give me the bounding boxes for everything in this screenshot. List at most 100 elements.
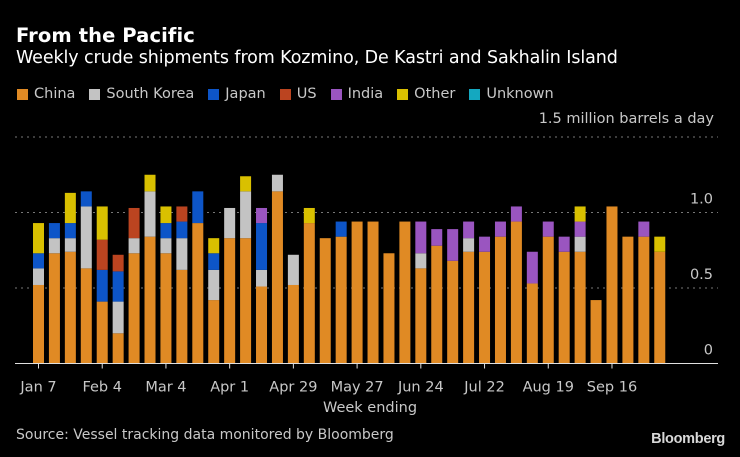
bar-segment-china [590, 300, 602, 364]
bar-segment-china [80, 268, 92, 364]
bar-segment-south-korea [160, 238, 172, 254]
bar-segment-japan [192, 191, 204, 224]
legend-item-us: US [279, 86, 317, 102]
bar-segment-south-korea [128, 238, 140, 254]
legend: China South Korea Japan US India Other Unknown [17, 86, 568, 102]
bar-stack [463, 221, 475, 364]
x-tick-label: Feb 4 [82, 380, 122, 396]
bar-segment-china [510, 221, 522, 364]
bar-stack [558, 236, 570, 364]
bar-segment-india [526, 251, 538, 284]
bar-segment-japan [96, 269, 108, 302]
bar-segment-china [351, 221, 363, 364]
bar-segment-other [240, 176, 252, 192]
bar-segment-japan [64, 223, 76, 239]
bar-segment-china [128, 253, 140, 364]
legend-label: US [296, 86, 317, 102]
bar-stack [574, 206, 586, 364]
bar-segment-china [383, 253, 395, 364]
bar-stack [638, 221, 650, 364]
bar-segment-south-korea [256, 269, 268, 287]
bar-segment-india [463, 221, 475, 239]
bar-segment-china [542, 236, 554, 364]
legend-label: South Korea [106, 86, 195, 102]
bar-segment-china [112, 333, 124, 364]
bar-segment-china [479, 251, 491, 364]
bar-segment-other [160, 206, 172, 224]
bar-segment-china [33, 284, 44, 364]
bar-segment-japan [48, 223, 60, 239]
chart-subtitle: Weekly crude shipments from Kozmino, De … [16, 48, 618, 68]
bar-stack [542, 221, 554, 364]
bar-segment-south-korea [240, 191, 252, 239]
legend-swatch-china [17, 88, 28, 100]
bar-segment-south-korea [463, 238, 475, 252]
bar-segment-south-korea [112, 301, 124, 334]
legend-item-india: India [330, 86, 383, 102]
bar-segment-us [128, 207, 140, 239]
legend-swatch-unknown [469, 88, 481, 100]
bar-segment-south-korea [271, 174, 283, 192]
bar-segment-india [494, 221, 506, 237]
bar-segment-other [574, 206, 586, 222]
bar-segment-south-korea [144, 191, 156, 237]
x-tick-label: Sep 16 [587, 380, 637, 396]
bar-segment-other [64, 192, 76, 224]
bar-stack [606, 206, 618, 364]
y-tick-label: 0 [704, 343, 713, 359]
bar-segment-india [542, 221, 554, 237]
bar-segment-india [431, 229, 443, 246]
bar-segment-china [574, 251, 586, 364]
bar-stack [192, 191, 204, 364]
bar-stack [112, 254, 124, 364]
bar-segment-japan [80, 191, 92, 207]
bar-segment-china [319, 238, 331, 364]
bar-stack [80, 191, 92, 364]
bar-segment-china [256, 286, 268, 364]
bar-segment-china [48, 253, 60, 364]
bar-stack [479, 236, 491, 364]
x-tick-label: Jan 7 [19, 380, 56, 396]
bar-segment-china [64, 251, 76, 364]
bar-stack [64, 192, 76, 364]
bar-stack [287, 254, 299, 364]
bar-segment-china [654, 251, 666, 364]
bar-segment-us [96, 239, 108, 270]
bar-segment-japan [160, 223, 172, 239]
bar-segment-india [574, 221, 586, 237]
bar-segment-china [192, 223, 204, 364]
x-tick-label: Apr 29 [269, 380, 317, 396]
bar-stack [367, 221, 379, 364]
bar-segment-china [176, 269, 188, 364]
bar-segment-china [160, 253, 172, 364]
legend-item-unknown: Unknown [469, 86, 554, 102]
bar-segment-china [96, 301, 108, 364]
x-tick-label: Jul 22 [463, 380, 505, 396]
bar-segment-south-korea [574, 236, 586, 252]
bar-stack [654, 236, 666, 364]
bar-segment-india [415, 221, 427, 254]
x-axis-label: Week ending [322, 400, 418, 416]
bar-segment-other [144, 174, 156, 192]
bar-stack [128, 207, 140, 364]
bar-segment-china [303, 223, 315, 364]
bar-stack [256, 207, 268, 364]
bloomberg-logo: Bloomberg [651, 431, 725, 447]
bar-segment-india [558, 236, 570, 252]
bar-segment-china [526, 283, 538, 364]
bar-stack [176, 206, 188, 364]
bar-segment-china [399, 221, 411, 364]
bar-stack [351, 221, 363, 364]
bar-segment-japan [256, 223, 268, 270]
bar-segment-japan [208, 253, 220, 270]
bar-segment-south-korea [80, 206, 92, 269]
y-tick-label: 1.0 [690, 192, 713, 208]
bar-segment-us [112, 254, 124, 272]
bar-segment-japan [176, 221, 188, 239]
legend-item-china: China [17, 86, 75, 102]
bar-segment-china [622, 236, 634, 364]
chart-title: From the Pacific [16, 24, 195, 47]
legend-swatch-india [330, 88, 342, 100]
bar-segment-china [415, 268, 427, 364]
